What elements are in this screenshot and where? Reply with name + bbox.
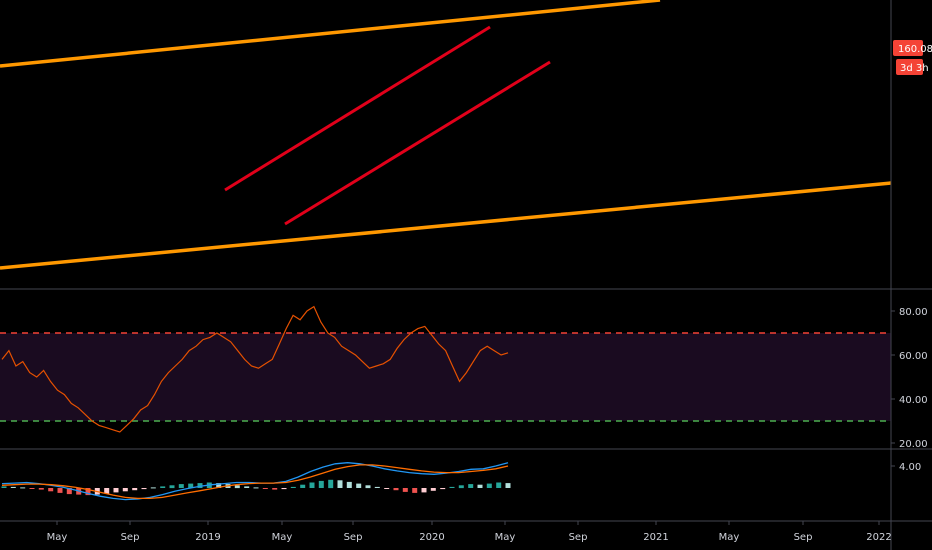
macd-histogram-bar xyxy=(505,483,511,488)
macd-histogram-bar xyxy=(216,483,222,488)
macd-histogram-bar xyxy=(486,483,492,488)
macd-histogram-bar xyxy=(122,488,128,492)
price-pane[interactable] xyxy=(0,0,891,270)
macd-histogram-bar xyxy=(346,481,352,488)
price-tag-value: 160.08 xyxy=(898,44,932,55)
macd-histogram-bar xyxy=(449,486,455,488)
time-tick-label: 2020 xyxy=(419,532,444,543)
signal-line xyxy=(1,464,509,500)
time-tick-label: Sep xyxy=(344,532,363,543)
macd-histogram-bar xyxy=(374,486,380,488)
macd-histogram-bar xyxy=(356,483,362,488)
macd-histogram-bar xyxy=(160,486,166,488)
rsi-tick-label: 80.00 xyxy=(899,307,928,318)
macd-histogram-bar xyxy=(48,488,54,492)
macd-histogram-bar xyxy=(281,488,287,490)
macd-histogram-bar xyxy=(337,480,343,488)
macd-pane[interactable] xyxy=(1,462,511,501)
macd-histogram-bar xyxy=(253,487,259,489)
macd-histogram-bar xyxy=(412,488,418,493)
macd-histogram-bar xyxy=(430,488,436,491)
macd-histogram-bar xyxy=(328,479,334,489)
countdown-tag-value: 3d 3h xyxy=(900,63,929,74)
macd-histogram-bar xyxy=(477,484,483,488)
macd-histogram-bar xyxy=(85,488,91,496)
macd-histogram-bar xyxy=(66,488,72,495)
time-tick-label: 2019 xyxy=(195,532,220,543)
macd-tick-label: 4.00 xyxy=(899,462,921,473)
rsi-tick-label: 20.00 xyxy=(899,439,928,450)
channel-lower-line xyxy=(0,181,891,270)
trendline-lower xyxy=(284,60,551,226)
time-tick-label: May xyxy=(495,532,516,543)
time-tick-label: 2021 xyxy=(643,532,668,543)
channel-upper-line xyxy=(0,0,661,68)
macd-histogram-bar xyxy=(421,488,427,493)
macd-histogram-bar xyxy=(272,488,278,490)
macd-histogram-bar xyxy=(29,488,35,489)
time-tick-label: Sep xyxy=(794,532,813,543)
rsi-pane[interactable] xyxy=(0,305,891,433)
time-tick-label: 2022 xyxy=(866,532,891,543)
rsi-tick-label: 60.00 xyxy=(899,351,928,362)
time-tick-label: Sep xyxy=(569,532,588,543)
macd-histogram-bar xyxy=(20,487,26,489)
macd-histogram-bar xyxy=(57,488,63,493)
rsi-band xyxy=(0,333,891,421)
last-price-tag: 160.08 3d 3h xyxy=(893,40,932,75)
macd-histogram-bar xyxy=(234,485,240,489)
macd-histogram-bar xyxy=(458,485,464,489)
time-tick-label: May xyxy=(272,532,293,543)
trendline-upper xyxy=(224,25,491,192)
macd-histogram-bar xyxy=(244,486,250,488)
price-tag-box xyxy=(893,40,923,56)
macd-histogram-bar xyxy=(440,488,446,490)
countdown-tag-box xyxy=(896,59,923,75)
time-tick-label: May xyxy=(719,532,740,543)
macd-histogram-bar xyxy=(141,488,147,490)
macd-histogram-bar xyxy=(132,488,138,491)
macd-histogram-bar xyxy=(38,488,44,490)
time-tick-label: May xyxy=(47,532,68,543)
macd-histogram-bar xyxy=(384,488,390,489)
rsi-tick-label: 40.00 xyxy=(899,395,928,406)
price-plot xyxy=(0,0,891,270)
macd-histogram-bar xyxy=(318,480,324,488)
macd-histogram-bar xyxy=(496,482,502,488)
macd-histogram-bar xyxy=(402,488,408,492)
macd-histogram-bar xyxy=(169,485,175,489)
macd-histogram-bar xyxy=(309,482,315,488)
time-tick-label: Sep xyxy=(121,532,140,543)
macd-histogram-bar xyxy=(1,486,7,488)
macd-histogram-bar xyxy=(188,483,194,488)
rsi-line xyxy=(1,305,509,433)
macd-histogram-bar xyxy=(365,485,371,489)
macd-histogram-bar xyxy=(262,488,268,489)
macd-histogram-bar xyxy=(290,486,296,488)
macd-histogram-bar xyxy=(104,488,110,494)
macd-histogram-bar xyxy=(197,483,203,488)
macd-histogram-bar xyxy=(178,484,184,488)
macd-histogram-bar xyxy=(300,484,306,488)
macd-histogram-bar xyxy=(10,486,16,488)
macd-histogram-bar xyxy=(468,484,474,488)
macd-histogram-bar xyxy=(150,487,156,489)
macd-histogram-bar xyxy=(393,488,399,491)
macd-histogram-bar xyxy=(113,488,119,493)
